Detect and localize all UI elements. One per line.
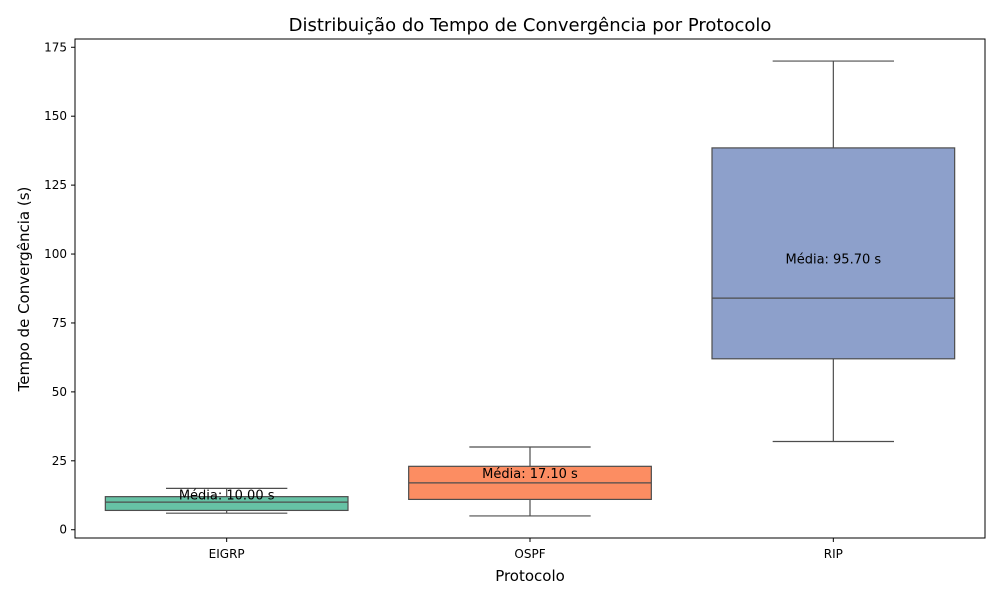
mean-label: Média: 95.70 s [785,253,881,268]
mean-label: Média: 17.10 s [482,467,578,482]
y-tick-label: 25 [52,454,67,468]
y-tick-label: 50 [52,385,67,399]
x-axis-label: Protocolo [495,567,565,585]
x-tick-label: RIP [824,547,843,561]
y-tick-label: 150 [44,109,67,123]
y-tick-label: 100 [44,247,67,261]
y-tick-label: 75 [52,316,67,330]
y-tick-label: 0 [59,523,67,537]
x-tick-label: OSPF [514,547,545,561]
box-rip [711,147,956,360]
box-eigrp [104,496,349,512]
mean-label: Média: 10.00 s [179,488,275,503]
plot-area: 0 25 50 75 100 125 150 175 EIGRP OSPF RIP Média: 10… [44,38,986,561]
y-axis-label: Tempo de Convergência (s) [15,187,33,393]
y-tick-label: 125 [44,178,67,192]
y-tick-label: 175 [44,40,67,54]
chart-title: Distribuição do Tempo de Convergência po… [289,15,772,36]
x-tick-label: EIGRP [209,547,245,561]
